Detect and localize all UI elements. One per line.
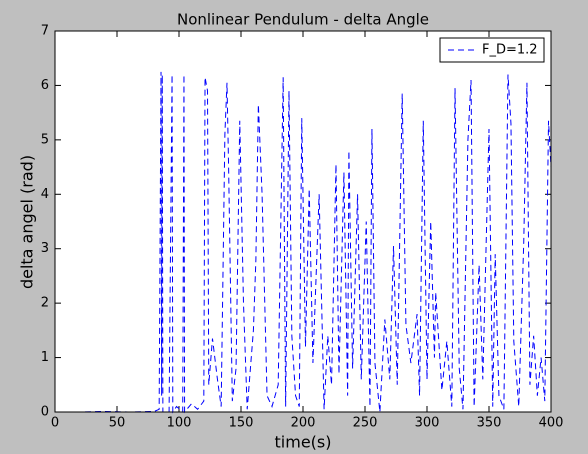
y-tick-label: 1 <box>41 350 49 365</box>
x-tick-label: 0 <box>51 416 59 431</box>
y-tick-label: 2 <box>41 296 49 311</box>
y-tick-label: 7 <box>41 24 49 39</box>
x-tick-label: 100 <box>167 416 192 431</box>
legend: F_D=1.2 <box>439 37 545 63</box>
x-tick-label: 350 <box>477 416 502 431</box>
legend-label: F_D=1.2 <box>482 43 538 58</box>
x-tick-label: 300 <box>415 416 440 431</box>
x-tick-label: 150 <box>229 416 254 431</box>
plot-frame <box>54 30 552 413</box>
y-tick-label: 3 <box>41 241 49 256</box>
x-axis-label: time(s) <box>275 433 332 452</box>
x-tick-label: 50 <box>109 416 126 431</box>
x-tick-label: 400 <box>539 416 564 431</box>
y-axis-label: delta angel (rad) <box>18 155 37 289</box>
x-tick-label: 250 <box>353 416 378 431</box>
y-tick-label: 4 <box>41 187 49 202</box>
y-tick-label: 0 <box>41 405 49 420</box>
legend-box <box>439 37 545 63</box>
y-tick-label: 5 <box>41 132 49 147</box>
x-tick-label: 200 <box>291 416 316 431</box>
y-tick-label: 6 <box>41 78 49 93</box>
chart-title: Nonlinear Pendulum - delta Angle <box>177 11 429 29</box>
data-line <box>55 71 552 414</box>
